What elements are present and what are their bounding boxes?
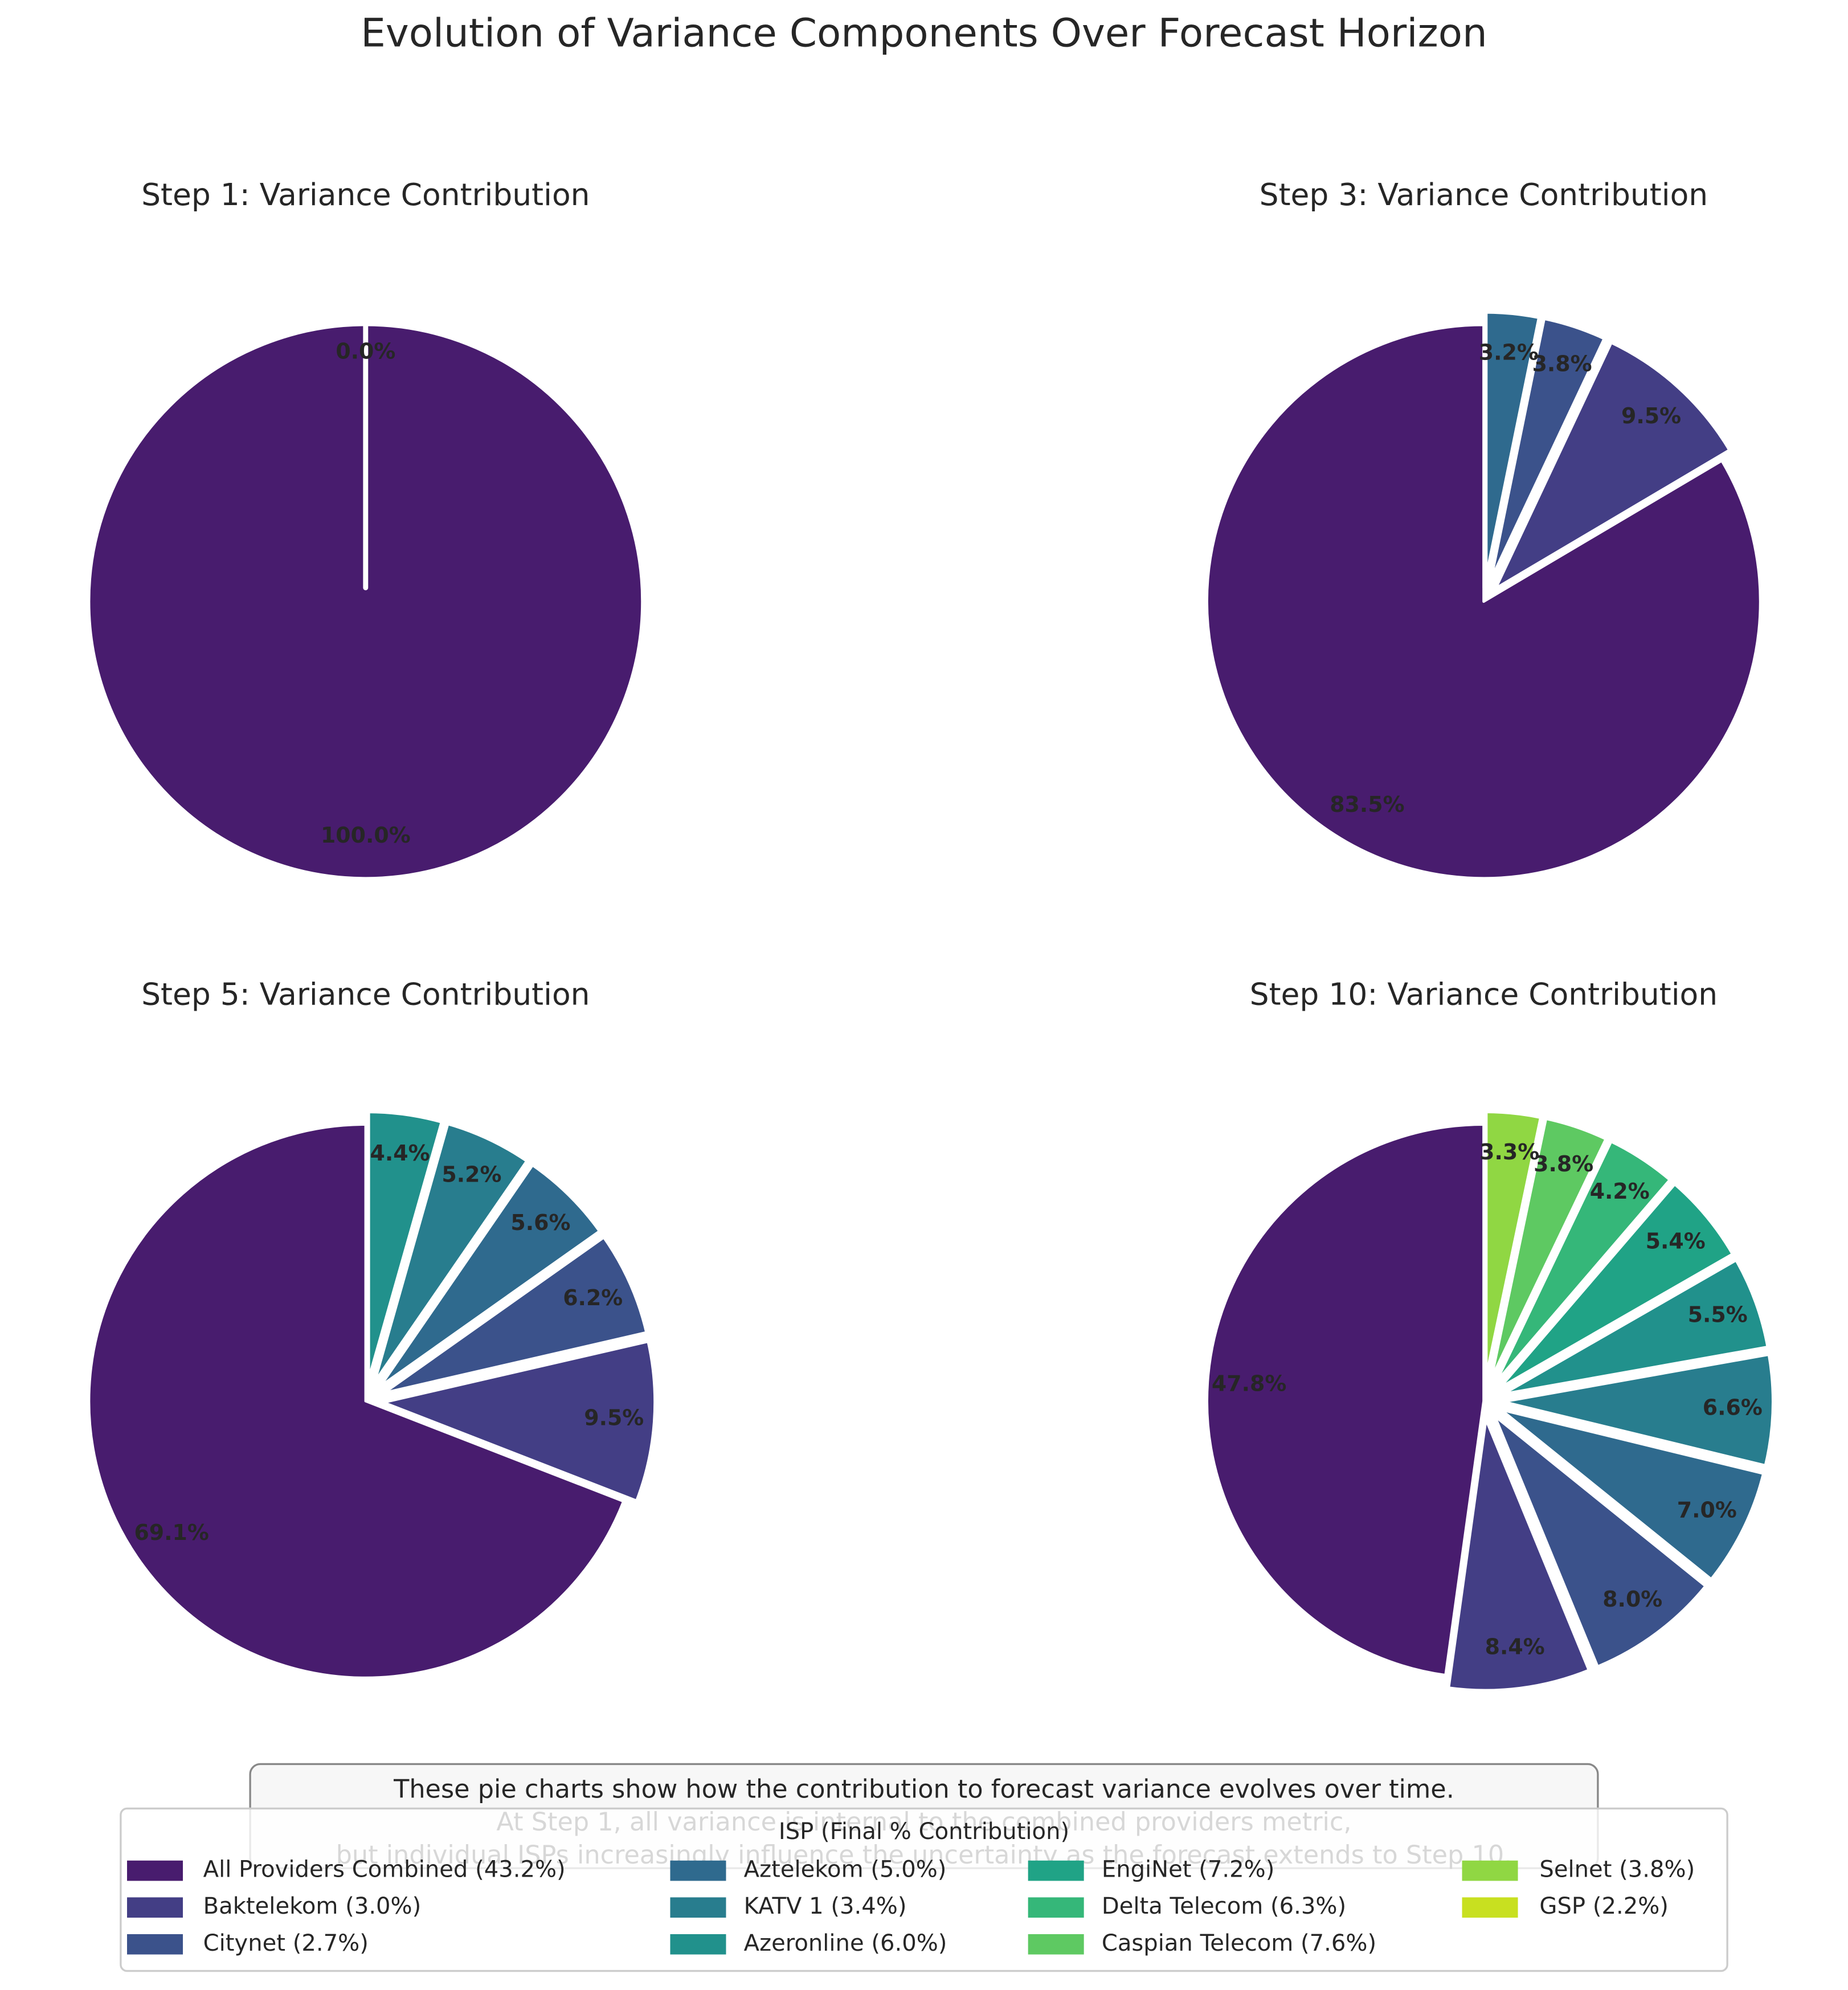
slice-label: 3.8% <box>1534 1151 1593 1176</box>
pie-slice <box>1489 1137 1674 1392</box>
legend-label: Citynet (2.7%) <box>203 1930 369 1956</box>
legend-swatch <box>1028 1860 1084 1881</box>
pie-slice <box>377 1337 659 1505</box>
pie-slice <box>365 1108 446 1390</box>
slice-label: 0.0% <box>336 338 395 363</box>
pie-slice <box>373 1161 604 1394</box>
legend-label: Baktelekom (3.0%) <box>203 1893 422 1919</box>
pie-title: Step 5: Variance Contribution <box>141 976 590 1012</box>
pie-slice <box>375 1233 651 1398</box>
legend-swatch <box>127 1897 183 1918</box>
legend-swatch <box>670 1934 726 1955</box>
pie-slice <box>1482 308 1543 591</box>
slice-label: 6.2% <box>563 1285 623 1310</box>
slice-label: 69.1% <box>134 1520 208 1545</box>
pie-slice <box>1493 1404 1768 1584</box>
slice-label: 47.8% <box>1212 1371 1286 1396</box>
pie-slice <box>1485 1114 1610 1391</box>
legend-label: Delta Telecom (6.3%) <box>1102 1893 1346 1919</box>
pie-slice <box>1495 1350 1777 1470</box>
legend-swatch <box>670 1860 726 1881</box>
pies: Step 1: Variance Contribution 100.0% 0.0% S… <box>87 177 1777 1694</box>
slice-label: 5.6% <box>510 1210 570 1235</box>
legend-label: KATV 1 (3.4%) <box>744 1893 907 1919</box>
slice-label: 83.5% <box>1330 792 1404 817</box>
slice-label: 3.8% <box>1532 352 1592 377</box>
legend-swatch <box>1028 1897 1084 1918</box>
legend: All Providers Combined (43.2%) Baktelekom… <box>127 1857 1695 1956</box>
slice-label: 8.4% <box>1485 1634 1545 1659</box>
pie-slice <box>1205 324 1762 880</box>
legend-label: Caspian Telecom (7.6%) <box>1102 1930 1376 1956</box>
legend-swatch <box>1028 1934 1084 1955</box>
legend-swatch <box>1462 1860 1518 1881</box>
slice-label: 5.2% <box>441 1162 501 1187</box>
slice-label: 7.0% <box>1677 1497 1737 1522</box>
slice-label: 8.0% <box>1602 1587 1662 1612</box>
pie-slice <box>1490 338 1734 594</box>
slice-label: 100.0% <box>321 823 411 848</box>
pie-slice <box>1482 1108 1545 1390</box>
slice-label: 5.5% <box>1688 1302 1748 1327</box>
legend-swatch <box>127 1934 183 1955</box>
legend-title: ISP (Final % Contribution) <box>779 1819 1069 1845</box>
pie-slice <box>88 1123 625 1680</box>
pie-slice <box>1489 1409 1710 1671</box>
legend-label: Aztelekom (5.0%) <box>744 1857 947 1883</box>
legend-box <box>120 1807 1728 1972</box>
pie-slice <box>369 1119 531 1391</box>
slice-label: 3.3% <box>1479 1139 1539 1164</box>
pie-title: Step 1: Variance Contribution <box>141 177 590 213</box>
pie-slice <box>1485 314 1609 591</box>
pie-slice <box>1491 1180 1737 1395</box>
legend-label: EngiNet (7.2%) <box>1102 1857 1274 1883</box>
legend-swatch <box>1462 1897 1518 1918</box>
slice-label: 6.6% <box>1703 1395 1763 1420</box>
legend-label: Selnet (3.8%) <box>1539 1857 1695 1883</box>
legend-label: All Providers Combined (43.2%) <box>203 1857 566 1883</box>
figure-title: Evolution of Variance Components Over Fo… <box>361 10 1487 56</box>
legend-label: GSP (2.2%) <box>1539 1893 1669 1919</box>
slice-label: 4.2% <box>1590 1179 1650 1204</box>
slice-label: 9.5% <box>1621 403 1681 428</box>
note-line: These pie charts show how the contributi… <box>393 1774 1454 1804</box>
slice-label: 4.4% <box>370 1141 430 1166</box>
slice-label: 5.4% <box>1646 1228 1706 1253</box>
pie-slice <box>1445 1412 1593 1694</box>
slice-label: 3.2% <box>1479 340 1539 365</box>
legend-swatch <box>670 1897 726 1918</box>
pie-title: Step 10: Variance Contribution <box>1250 976 1718 1012</box>
slice-label: 9.5% <box>584 1405 644 1430</box>
legend-swatch <box>127 1860 183 1881</box>
pie-title: Step 3: Variance Contribution <box>1260 177 1708 213</box>
legend-label: Azeronline (6.0%) <box>744 1930 947 1956</box>
pie-slice <box>1205 1123 1485 1677</box>
pie-slice <box>1494 1256 1772 1399</box>
pie-slice <box>87 324 644 880</box>
